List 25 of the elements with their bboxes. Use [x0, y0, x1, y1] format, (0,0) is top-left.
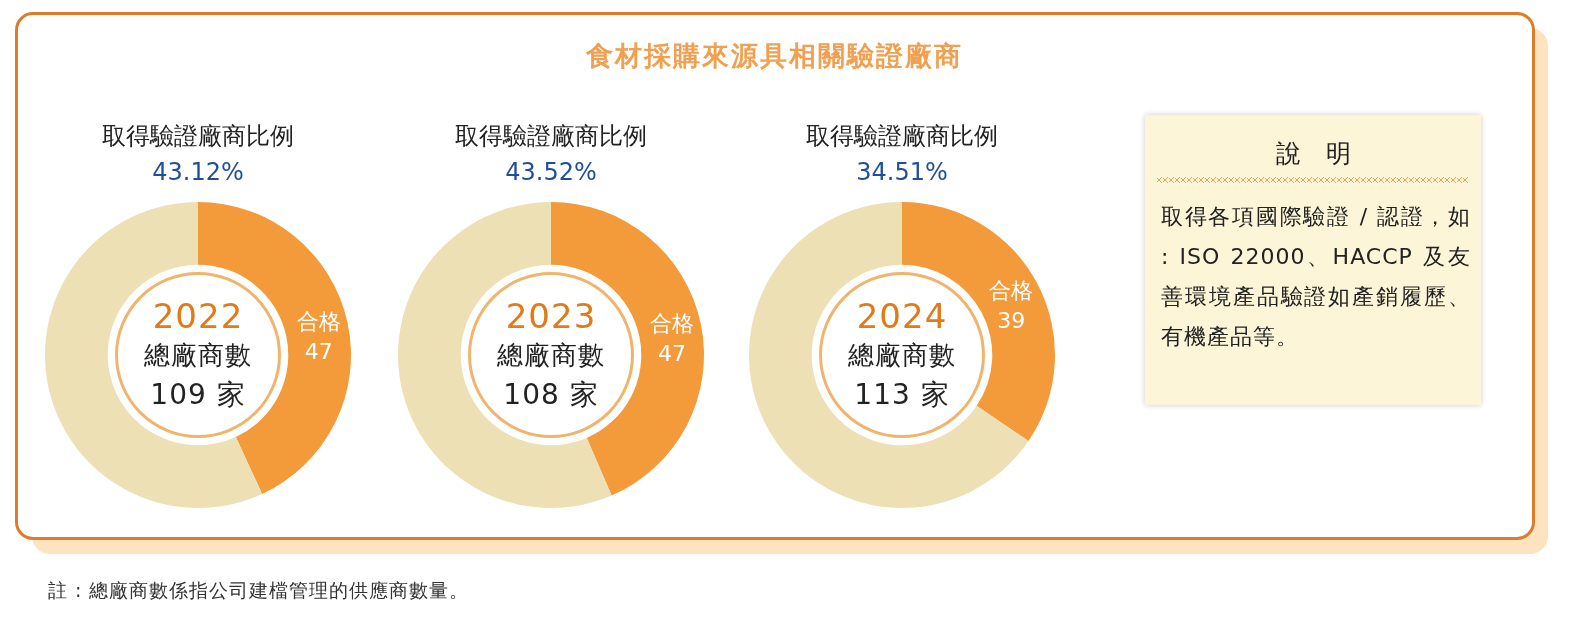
text: 食材採購來源具相關驗證廠商 [584, 39, 964, 73]
text: 2022 [151, 296, 245, 337]
text: 2024 [855, 296, 949, 337]
chart-subtitle: 34.51% [855, 158, 949, 186]
text: 總廠商數 [496, 340, 606, 372]
chart-title: 取得驗證廠商比例 [454, 121, 648, 152]
text: 說 明 [1274, 138, 1352, 170]
text: 113 家 [853, 378, 951, 412]
slice-label: 合格 [989, 277, 1034, 303]
text: 總廠商數 [143, 340, 253, 372]
text: 總廠商數 [847, 340, 957, 372]
text: 109 家 [149, 378, 247, 412]
text: 2023 [504, 296, 598, 337]
text: 108 家 [502, 378, 600, 412]
chart-subtitle: 43.52% [504, 158, 598, 186]
chart-title: 取得驗證廠商比例 [101, 121, 295, 152]
slice-label: 合格 [296, 309, 341, 335]
data-label: 47 [658, 340, 687, 366]
data-label: 47 [304, 339, 333, 365]
chart-subtitle: 43.12% [151, 158, 245, 186]
text: 取得各項國際驗證 / 認證，如 : ISO 22000、HACCP 及友善環境產品驗證如產銷履歷、有機產品等。 [1161, 203, 1471, 351]
chart-title: 取得驗證廠商比例 [805, 121, 999, 152]
slice-label: 合格 [650, 310, 695, 336]
data-label: 39 [997, 307, 1026, 333]
text: 註 : 總廠商數係指公司建檔管理的供應商數量。 [48, 578, 470, 603]
